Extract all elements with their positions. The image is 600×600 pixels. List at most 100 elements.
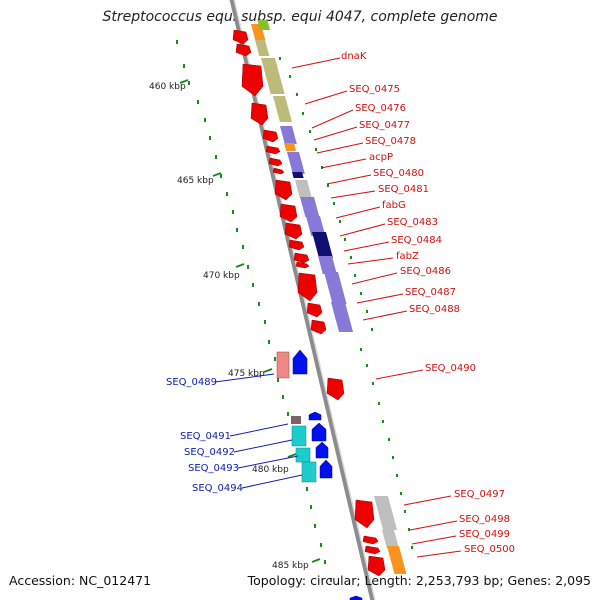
- leader-line: [375, 369, 424, 380]
- feature-block: [381, 530, 399, 548]
- leader-line: [237, 455, 299, 469]
- scale-tick: [252, 283, 254, 287]
- gene-label-forward: SEQ_0483: [387, 217, 438, 228]
- guide-tick: [327, 184, 329, 187]
- guide-tick: [392, 456, 394, 459]
- feature-block: [301, 461, 317, 483]
- scale-tick: [287, 412, 289, 416]
- leader-line: [326, 174, 372, 185]
- feature-block: [294, 180, 312, 198]
- guide-tick: [366, 364, 368, 367]
- guide-tick: [378, 402, 380, 405]
- scale-label: 480 kbp: [252, 465, 289, 475]
- gene-arrow-forward: [274, 179, 293, 201]
- guide-tick: [388, 438, 390, 441]
- gene-arrow-reverse: [319, 459, 333, 479]
- gene-arrow-forward: [284, 222, 303, 240]
- gene-label-forward: acpP: [369, 152, 393, 163]
- gene-arrow-forward: [232, 29, 249, 45]
- scale-tick: [320, 543, 322, 547]
- feature-block: [299, 197, 320, 217]
- scale-tick: [274, 357, 276, 361]
- gene-arrow-forward: [362, 535, 379, 545]
- gene-arrow-forward: [367, 555, 386, 577]
- scale-tick: [204, 118, 206, 122]
- scale-tick: [247, 265, 249, 269]
- gene-arrow-forward: [364, 545, 381, 555]
- leader-line: [351, 272, 398, 285]
- topology-label: Topology: circular; Length: 2,253,793 bp…: [247, 573, 591, 588]
- gene-arrow-reverse: [311, 422, 327, 442]
- guide-tick: [309, 130, 311, 133]
- scale-major-tick: [287, 453, 297, 458]
- guide-tick: [408, 528, 410, 531]
- guide-tick: [339, 220, 341, 223]
- feature-block: [305, 216, 326, 236]
- gene-label-forward: SEQ_0490: [425, 363, 476, 374]
- gene-label-forward: fabZ: [396, 251, 419, 262]
- scale-major-tick: [179, 79, 189, 84]
- gene-arrow-forward: [297, 272, 318, 302]
- gene-label-reverse: SEQ_0493: [188, 463, 239, 474]
- leader-line: [320, 158, 367, 169]
- guide-tick: [404, 510, 406, 513]
- gene-arrow-forward: [272, 167, 285, 175]
- guide-tick: [279, 57, 281, 60]
- scale-tick: [268, 340, 270, 344]
- gene-arrow-forward: [310, 319, 327, 335]
- scale-tick: [306, 487, 308, 491]
- gene-label-forward: SEQ_0478: [365, 136, 416, 147]
- guide-tick: [315, 148, 317, 151]
- scale-label: 485 kbp: [272, 561, 309, 571]
- feature-block: [311, 232, 333, 258]
- leader-line: [356, 293, 404, 304]
- gene-arrow-forward: [241, 63, 264, 97]
- feature-block: [330, 302, 354, 332]
- feature-block: [323, 272, 347, 304]
- scale-tick: [330, 578, 332, 582]
- scale-tick: [209, 136, 211, 140]
- gene-label-forward: SEQ_0498: [459, 514, 510, 525]
- scale-tick: [188, 81, 190, 85]
- scale-label: 475 kbp: [228, 369, 265, 379]
- leader-line: [214, 373, 275, 383]
- genome-title: Streptococcus equi subsp. equi 4047, com…: [102, 9, 498, 25]
- gene-arrow-forward: [288, 239, 305, 251]
- leader-line: [347, 257, 394, 265]
- feature-block: [276, 351, 290, 379]
- genome-backbone-highlight: [233, 0, 376, 600]
- gene-arrow-forward: [265, 145, 281, 155]
- scale-major-tick: [235, 263, 245, 268]
- leader-line: [339, 223, 386, 237]
- feature-block: [373, 496, 398, 530]
- scale-tick: [236, 228, 238, 232]
- gene-arrow-forward: [326, 377, 345, 401]
- feature-block: [283, 143, 297, 151]
- scale-label: 460 kbp: [149, 82, 186, 92]
- gene-label-forward: SEQ_0484: [391, 235, 442, 246]
- scale-tick: [242, 245, 244, 249]
- leader-line: [313, 126, 358, 141]
- scale-major-tick: [263, 368, 273, 373]
- feature-block: [286, 152, 305, 174]
- guide-tick: [344, 238, 346, 241]
- leader-line: [241, 474, 303, 489]
- leader-line: [304, 90, 348, 105]
- accession-label: Accession: NC_012471: [9, 573, 152, 588]
- gene-arrow-forward: [306, 302, 323, 318]
- leader-line: [343, 241, 390, 252]
- gene-label-forward: SEQ_0477: [359, 120, 410, 131]
- leader-line: [411, 535, 457, 545]
- guide-tick: [400, 492, 402, 495]
- guide-tick: [371, 328, 373, 331]
- guide-tick: [296, 93, 298, 96]
- gene-arrow-forward: [250, 102, 269, 126]
- scale-tick: [197, 100, 199, 104]
- gene-label-forward: SEQ_0481: [378, 184, 429, 195]
- gene-label-forward: SEQ_0486: [400, 266, 451, 277]
- leader-line: [316, 142, 364, 154]
- feature-block: [279, 126, 297, 144]
- gene-arrow-forward: [268, 157, 283, 167]
- scale-tick: [232, 210, 234, 214]
